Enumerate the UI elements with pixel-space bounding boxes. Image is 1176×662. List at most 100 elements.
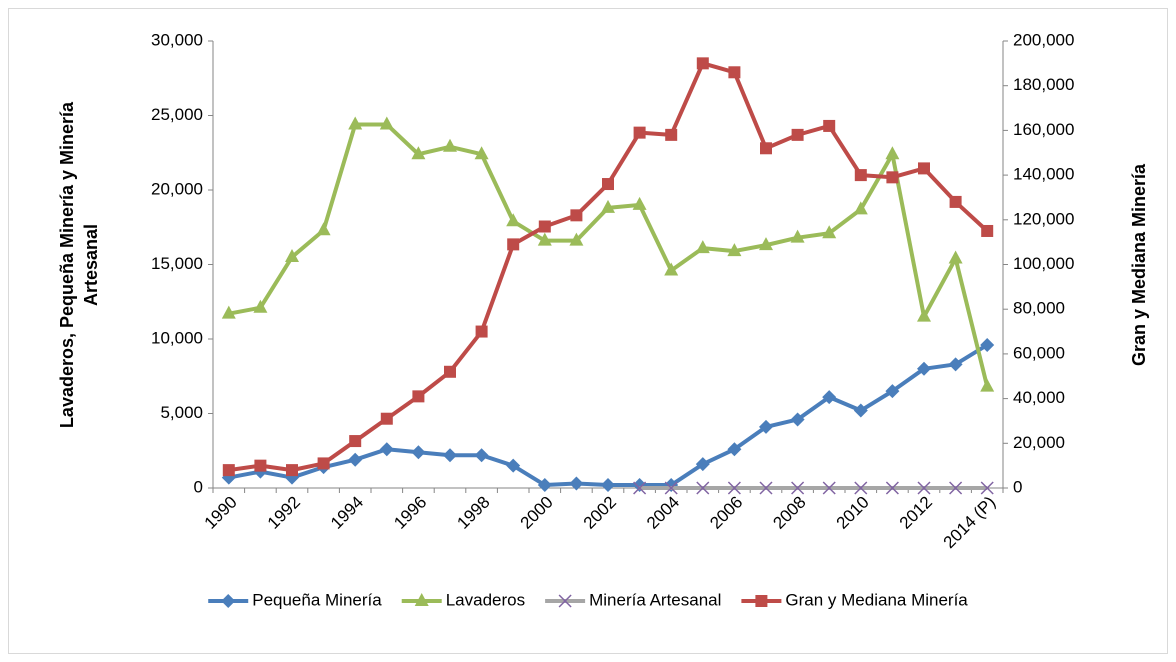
marker xyxy=(412,390,425,403)
y2-tick-label: 0 xyxy=(1013,477,1022,496)
marker xyxy=(885,146,900,160)
y2-tick-label: 160,000 xyxy=(1013,120,1074,139)
marker xyxy=(569,232,584,246)
marker xyxy=(379,442,394,457)
marker xyxy=(348,452,363,467)
marker xyxy=(696,481,710,495)
marker xyxy=(823,119,836,132)
legend-label: Pequeña Minería xyxy=(252,590,382,609)
marker xyxy=(254,459,267,472)
marker xyxy=(601,478,615,493)
marker xyxy=(602,178,614,191)
legend-label: Gran y Mediana Minería xyxy=(785,590,968,609)
y2-tick-label: 140,000 xyxy=(1013,165,1074,184)
marker xyxy=(632,196,647,210)
y2-tick-label: 180,000 xyxy=(1013,75,1074,94)
marker xyxy=(822,481,836,495)
marker xyxy=(633,481,647,495)
marker xyxy=(349,435,362,448)
y2-tick-label: 200,000 xyxy=(1013,30,1074,49)
marker xyxy=(696,57,709,70)
marker xyxy=(665,128,678,141)
marker xyxy=(474,448,489,463)
marker xyxy=(728,66,741,79)
legend: Pequeña Minería Lavaderos Minería Artesana… xyxy=(208,590,968,609)
y-tick-label: 20,000 xyxy=(151,179,203,198)
marker xyxy=(917,308,931,322)
marker xyxy=(980,378,995,392)
y-tick-label: 5,000 xyxy=(160,403,203,422)
marker xyxy=(316,222,331,236)
marker xyxy=(791,481,805,495)
y2-tick-label: 40,000 xyxy=(1013,388,1065,407)
marker xyxy=(981,224,994,237)
marker xyxy=(948,250,963,264)
y2-tick-label: 20,000 xyxy=(1013,433,1065,452)
marker xyxy=(727,442,742,457)
marker xyxy=(949,481,963,495)
marker xyxy=(791,128,804,141)
marker xyxy=(886,171,899,184)
y-tick-label: 25,000 xyxy=(151,105,203,124)
marker xyxy=(664,262,679,276)
marker xyxy=(759,237,773,251)
legend-marker xyxy=(414,593,429,606)
marker xyxy=(664,481,678,495)
marker xyxy=(285,249,299,263)
marker xyxy=(790,412,805,427)
marker xyxy=(380,412,393,425)
marker xyxy=(443,448,457,463)
marker xyxy=(949,195,962,208)
marker xyxy=(570,209,583,222)
marker xyxy=(537,232,552,246)
marker xyxy=(222,464,235,477)
marker xyxy=(917,361,931,376)
marker xyxy=(853,403,868,418)
marker xyxy=(822,390,837,405)
marker xyxy=(885,384,900,399)
legend-label: Lavaderos xyxy=(446,590,525,609)
marker xyxy=(948,357,963,372)
marker xyxy=(759,419,773,434)
marker xyxy=(443,138,457,152)
marker xyxy=(411,146,426,160)
marker xyxy=(695,457,710,472)
marker xyxy=(822,225,837,239)
y-axis-title: Lavaderos, Pequeña Minería y Minería Arte… xyxy=(57,101,101,428)
y-tick-label: 15,000 xyxy=(151,254,203,273)
marker xyxy=(727,481,741,495)
marker xyxy=(854,481,868,495)
marker xyxy=(727,243,742,257)
marker xyxy=(411,445,426,460)
marker xyxy=(379,116,394,130)
marker xyxy=(474,146,489,160)
legend-marker xyxy=(221,594,236,608)
marker xyxy=(507,238,520,251)
marker xyxy=(790,229,805,243)
marker xyxy=(759,481,773,495)
marker xyxy=(695,240,710,254)
legend-marker xyxy=(755,595,768,607)
marker xyxy=(760,142,772,155)
legend-marker xyxy=(558,594,572,608)
marker xyxy=(286,464,298,477)
y-tick-label: 30,000 xyxy=(151,30,203,49)
marker xyxy=(221,305,236,319)
marker xyxy=(853,201,868,215)
y-tick-label: 10,000 xyxy=(151,328,203,347)
marker xyxy=(475,325,488,338)
marker xyxy=(348,116,363,130)
legend-label: Minería Artesanal xyxy=(589,590,721,609)
marker xyxy=(885,481,899,495)
marker xyxy=(506,213,521,227)
marker xyxy=(317,457,330,470)
y2-tick-label: 120,000 xyxy=(1013,209,1074,228)
marker xyxy=(538,220,551,233)
marker xyxy=(537,478,552,493)
marker xyxy=(854,169,867,182)
marker xyxy=(253,299,268,313)
y2-axis-title: Gran y Mediana Minería xyxy=(1129,163,1149,366)
y2-tick-label: 60,000 xyxy=(1013,343,1065,362)
